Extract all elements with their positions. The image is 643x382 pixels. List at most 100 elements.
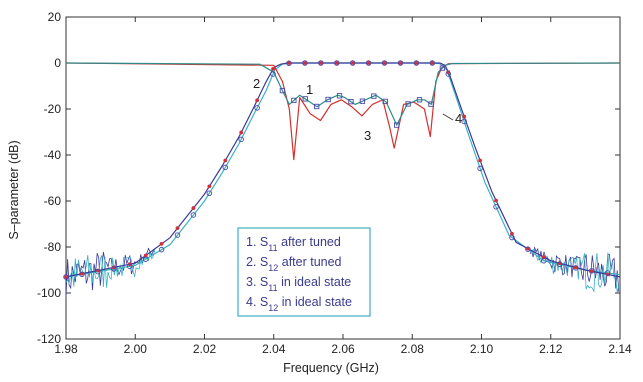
marker-point	[359, 98, 366, 104]
x-tick-label: 2.00	[124, 342, 148, 356]
marker-point	[79, 271, 85, 278]
marker-point	[286, 60, 292, 67]
x-tick-label: 2.04	[262, 342, 286, 356]
marker-point	[493, 204, 499, 210]
curve-label-3: 3	[364, 128, 371, 143]
noise-trace	[65, 249, 156, 288]
marker-point	[302, 60, 308, 66]
legend-entry-3: 3. S11 in ideal state	[246, 275, 351, 293]
marker-point	[143, 253, 148, 258]
marker-point	[462, 114, 467, 119]
x-tick-label: 2.14	[608, 342, 632, 356]
curve-label-2: 2	[253, 76, 260, 91]
marker-point	[207, 184, 212, 189]
y-tick-label: -100	[37, 286, 61, 300]
y-axis-label: S–parameter (dB)	[7, 140, 21, 239]
marker-point	[314, 103, 320, 110]
marker-point	[279, 87, 286, 94]
x-tick-label: 1.98	[54, 342, 78, 356]
y-tick-label: -20	[44, 102, 62, 116]
marker-point	[414, 61, 419, 65]
marker-point	[158, 246, 165, 253]
marker-point	[239, 130, 244, 135]
x-tick-label: 2.08	[401, 342, 425, 356]
marker-point	[318, 61, 323, 65]
marker-point	[159, 241, 164, 246]
marker-point	[477, 165, 483, 172]
x-tick-label: 2.06	[331, 342, 355, 356]
marker-point	[510, 231, 514, 236]
marker-point	[439, 65, 446, 71]
y-tick-label: -60	[44, 194, 62, 208]
marker-point	[366, 61, 371, 65]
marker-point	[382, 98, 388, 105]
marker-point	[95, 268, 101, 275]
x-tick-label: 2.10	[470, 342, 494, 356]
marker-point	[541, 255, 546, 260]
marker-point	[287, 61, 291, 65]
legend-entry-4: 4. S12 in ideal state	[246, 295, 352, 313]
marker-point	[336, 93, 343, 99]
x-tick-label: 2.12	[539, 342, 563, 356]
marker-point	[255, 98, 260, 103]
x-axis-label: Frequency (GHz)	[283, 361, 379, 375]
legend-entry-2: 2. S12 after tuned	[246, 255, 342, 273]
x-tick-label: 2.02	[193, 342, 217, 356]
marker-point	[371, 93, 377, 99]
y-tick-label: -80	[44, 240, 62, 254]
marker-point	[397, 60, 404, 66]
marker-point	[478, 158, 483, 163]
marker-point	[291, 97, 297, 104]
marker-point	[381, 60, 388, 66]
series-line-s11_ideal	[65, 62, 621, 161]
marker-point	[446, 70, 451, 75]
marker-point	[334, 61, 339, 65]
marker-point	[541, 258, 547, 264]
axis-tick-labels: 1.98 2.00 2.02 2.04 2.06 2.08 2.10 2.12 2.14 20 0 -…	[37, 10, 632, 356]
marker-point	[525, 246, 530, 251]
marker-point	[494, 198, 498, 203]
y-tick-label: -120	[37, 332, 61, 346]
marker-point	[303, 61, 307, 65]
marker-point	[334, 60, 340, 66]
marker-point	[349, 60, 356, 66]
marker-point	[461, 118, 467, 125]
marker-point	[126, 263, 133, 270]
legend: 1. S11 after tuned 2. S12 after tuned 3.…	[237, 227, 371, 317]
marker-point	[572, 265, 579, 271]
marker-point	[223, 158, 228, 163]
marker-point	[348, 98, 354, 105]
y-tick-label: 20	[48, 10, 62, 24]
marker-point	[63, 274, 69, 280]
marker-point	[525, 246, 531, 252]
marker-point	[190, 212, 197, 218]
marker-point	[405, 101, 411, 107]
marker-point	[398, 61, 403, 65]
marker-point	[271, 66, 275, 71]
y-tick-label: 0	[54, 56, 61, 70]
curve-label-1: 1	[306, 82, 313, 97]
marker-point	[445, 71, 452, 77]
marker-point	[80, 271, 84, 276]
marker-point	[416, 97, 423, 103]
marker-point	[111, 266, 117, 272]
marker-point	[222, 164, 229, 171]
marker-point	[428, 101, 434, 107]
curve-label-4-leader	[442, 113, 454, 121]
marker-point	[325, 96, 331, 103]
curve-label-4: 4	[455, 111, 462, 126]
marker-point	[365, 60, 372, 66]
marker-point	[394, 122, 400, 128]
marker-point	[589, 269, 594, 274]
marker-point	[430, 61, 435, 65]
y-tick-label: -40	[44, 148, 62, 162]
marker-point	[302, 96, 308, 102]
marker-point	[557, 261, 563, 268]
legend-entry-1: 1. S11 after tuned	[246, 235, 341, 253]
marker-point	[509, 234, 515, 241]
marker-point	[175, 226, 180, 231]
legend-box	[237, 227, 371, 317]
marker-point	[604, 270, 611, 276]
